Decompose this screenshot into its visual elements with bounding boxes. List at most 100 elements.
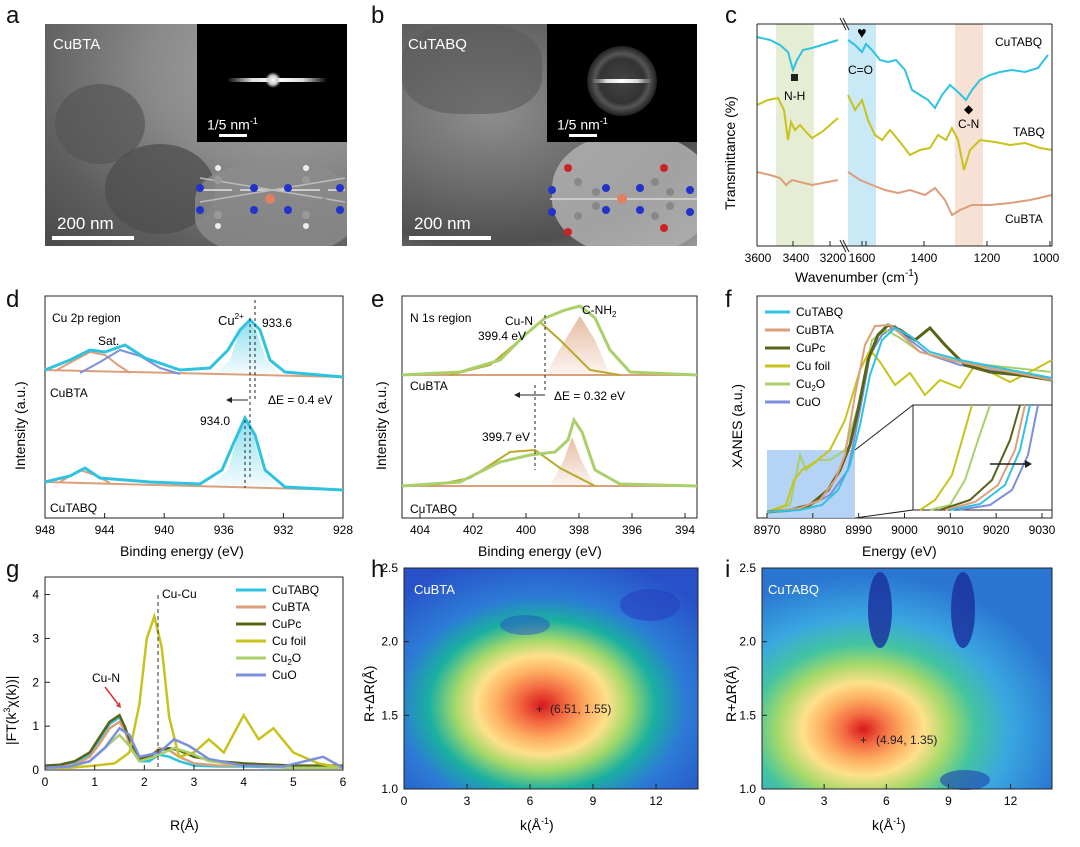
e-ticklabel: 396 [622, 523, 642, 537]
f-inset [912, 404, 1053, 511]
g-yticklabel: 2 [32, 675, 39, 689]
e-ticklabel: 398 [569, 523, 589, 537]
f-series-cutabq [766, 326, 1053, 513]
c-xticks: 3600 3400 3200 1600 1400 1200 1000 [745, 241, 1060, 265]
f-legend-label: CuBTA [796, 323, 834, 337]
i-title: CuTABQ [768, 582, 819, 597]
e-sample-cubta: CuBTA [410, 379, 448, 393]
g-legend-label: CuTABQ [272, 583, 319, 597]
g-xticks: 0 1 2 3 4 5 6 [42, 765, 347, 789]
f-xticks: 8970 8980 8990 9000 9010 9020 9030 [754, 513, 1056, 537]
e-ticklabel: 394 [675, 523, 695, 537]
c-ticklabel: 3400 [783, 251, 810, 265]
panel-letter-a: a [6, 2, 20, 29]
g-ylabel: |FT(k3χ(k))| [2, 676, 19, 745]
inset-scale-label: 1/5 nm [557, 116, 600, 133]
d-xlabel: Binding energy (eV) [120, 543, 244, 559]
e-region: N 1s region [410, 311, 471, 325]
chart-e: N 1s region Cu-N C-NH2 399.4 eV 399.7 eV… [373, 295, 698, 559]
satellite-blue-cubta [79, 348, 181, 375]
c-ylabel: Transmittance (%) [722, 96, 738, 210]
e-fill-cubta [545, 316, 610, 375]
inset-scale-label: 1/5 nm [207, 116, 250, 133]
i-cross: + [860, 733, 867, 747]
i-ylabel: R+ΔR(Å) [723, 666, 739, 722]
i-xticks: 0 3 6 9 12 [759, 784, 1018, 808]
h-yticklabel: 2.0 [381, 635, 398, 649]
series-cubta-c [756, 171, 1053, 217]
f-legend-label: CuO [796, 395, 821, 409]
e-sum-cubta [401, 304, 698, 377]
band-co [848, 24, 876, 246]
g-series-cu-foil [45, 612, 344, 770]
i-xticklabel: 12 [1004, 794, 1018, 808]
i-max-label: (4.94, 1.35) [876, 733, 937, 747]
h-cross: + [536, 702, 543, 716]
g-legend-label: CuPc [272, 617, 301, 631]
d-peak-bottom: 934.0 [200, 414, 230, 428]
g-legend-label: CuBTA [272, 600, 310, 614]
f-series-cubta [766, 323, 1053, 513]
i-yticks: 1.0 1.5 2.0 2.5 [739, 561, 767, 796]
e-xlabel: Binding energy (eV) [478, 543, 602, 559]
scale-bar [409, 236, 491, 240]
legend-cutabq-c: CuTABQ [995, 35, 1042, 49]
chart-d: Cu 2p region Sat. Cu2+ 933.6 934.0 ΔE = … [12, 295, 353, 559]
h-ylabel: R+ΔR(Å) [361, 666, 377, 722]
d-xticks: 948 944 940 936 932 928 [35, 513, 353, 537]
h-xticklabel: 0 [401, 794, 408, 808]
f-inset-cu2o [929, 404, 991, 511]
g-ticklabel: 4 [240, 775, 247, 789]
d-ylabel: Intensity (a.u.) [12, 381, 28, 470]
f-inset-cutabq [949, 404, 1031, 511]
e-ticklabel: 402 [463, 523, 483, 537]
d-ticklabel: 940 [154, 523, 174, 537]
f-ticklabel: 8970 [754, 523, 781, 537]
e-delta: ΔE = 0.32 eV [554, 389, 625, 403]
series-tabq-c [756, 94, 1053, 171]
h-yticklabel: 1.0 [381, 782, 398, 796]
g-series [44, 612, 344, 770]
panel-letter-e: e [371, 286, 385, 313]
inset-scale-bar [219, 134, 247, 137]
h-yticklabel: 1.5 [381, 708, 398, 722]
g-yticks: 0 1 2 3 4 [32, 588, 50, 777]
f-ticklabel: 9020 [983, 523, 1010, 537]
i-yticklabel: 1.0 [739, 782, 756, 796]
cubta-label: CuBTA [53, 36, 101, 53]
panel-letter-f: f [725, 286, 732, 313]
d-sat: Sat. [98, 334, 119, 348]
h-max-label: (6.51, 1.55) [550, 702, 611, 716]
g-ticklabel: 0 [42, 775, 49, 789]
g-xlabel: R(Å) [170, 817, 199, 833]
c-ticklabel: 1600 [849, 251, 876, 265]
g-legend-label: Cu foil [272, 634, 306, 648]
e-sum-cutabq [401, 416, 698, 488]
g-ticklabel: 1 [91, 775, 98, 789]
d-ticklabel: 948 [35, 523, 55, 537]
e-fill-cutabq [550, 437, 595, 486]
f-legend-label: Cu foil [796, 359, 830, 373]
i-xticklabel: 9 [945, 794, 952, 808]
cutabq-label: CuTABQ [408, 36, 467, 53]
g-cucu-label: Cu-Cu [162, 587, 197, 601]
series-cubta-d [44, 317, 344, 379]
i-xticklabel: 3 [821, 794, 828, 808]
e-peak-top: 399.4 eV [478, 329, 526, 343]
e-ticklabel: 404 [410, 523, 430, 537]
legend-tabq-c: TABQ [1013, 125, 1045, 139]
c-ticklabel: 3200 [820, 251, 847, 265]
h-xticks: 0 3 6 9 12 [401, 784, 663, 808]
d-region: Cu 2p region [52, 311, 121, 325]
e-ticklabel: 400 [516, 523, 536, 537]
baseline-cubta [44, 369, 344, 378]
f-inset-cupc [939, 404, 1021, 511]
g-legend-label: CuO [272, 668, 297, 682]
h-yticks: 1.0 1.5 2.0 2.5 [381, 561, 409, 796]
f-ticklabel: 8990 [845, 523, 872, 537]
annot-co: C=O [848, 63, 873, 77]
legend-cubta-c: CuBTA [1005, 212, 1043, 226]
panel-letter-g: g [6, 556, 20, 583]
panel-letter-h: h [371, 556, 385, 583]
